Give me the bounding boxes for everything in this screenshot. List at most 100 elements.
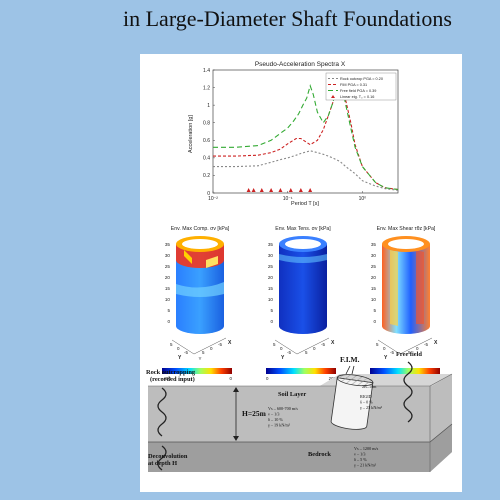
y-axis-tick: 5 bbox=[170, 342, 173, 347]
series-marker bbox=[259, 188, 264, 192]
series-marker bbox=[246, 188, 251, 192]
x-axis-tick: -5 bbox=[424, 342, 428, 347]
y-axis-tick: 5 bbox=[273, 342, 276, 347]
z-tick-label: 5 bbox=[373, 308, 376, 313]
colorbar-max-label: 0 bbox=[230, 376, 233, 381]
colormap-title-2: Env. Max Tens. σv [kPa] bbox=[275, 226, 331, 232]
soil-props: Vs – 600-700 m/s ν – 1/3 δ – 10 % γ – 19 kN… bbox=[268, 406, 298, 428]
chart-y-ticks: 0 0.2 0.4 0.6 0.8 1 1.2 1.4 bbox=[203, 68, 215, 197]
chart-y-label: Acceleration [g] bbox=[188, 115, 194, 153]
figure-svg: Pseudo-Acceleration Spectra X 0 0.2 0.4 0.6… bbox=[146, 61, 453, 472]
y-axis-tick: 0 bbox=[383, 346, 386, 351]
z-tick-label: 15 bbox=[165, 286, 171, 291]
colormap-title-1: Env. Max Comp. σv [kPa] bbox=[171, 226, 230, 232]
series-marker bbox=[269, 188, 274, 192]
x-axis-letter: X bbox=[228, 340, 232, 346]
y-axis-tick: -5 bbox=[390, 350, 394, 355]
chart-legend: Rock outcrop PGA = 0.20 FIM PGA = 0.31 Fre… bbox=[325, 72, 397, 101]
x-axis-tick: 0 bbox=[416, 346, 419, 351]
legend-label: FIM PGA = 0.31 bbox=[340, 83, 367, 87]
x-axis-letter: X bbox=[331, 340, 335, 346]
legend-swatch bbox=[331, 95, 335, 98]
z-tick-label: 10 bbox=[268, 297, 274, 302]
legend-box bbox=[325, 72, 397, 101]
z-tick-label: 0 bbox=[167, 319, 170, 324]
colorbar-min-label: -400 bbox=[162, 376, 171, 381]
x-axis-tick: 5 bbox=[202, 350, 205, 355]
y-axis-letter: Y bbox=[384, 355, 388, 361]
z-tick-label: 30 bbox=[165, 253, 171, 258]
rigid-props: RIGID δ – 0 % γ – 25 kN/m³ bbox=[360, 394, 383, 410]
x-tick-label: 10⁻² bbox=[208, 196, 218, 202]
y-axis-tick: -5 bbox=[184, 350, 188, 355]
z-tick-label: 35 bbox=[268, 242, 274, 247]
y-axis-letter: Y bbox=[281, 355, 285, 361]
z-tick-label: 20 bbox=[371, 275, 377, 280]
colorbar-min-label: 0 bbox=[266, 376, 269, 381]
z-tick-label: 35 bbox=[371, 242, 377, 247]
x-axis-tick: -5 bbox=[218, 342, 222, 347]
z-tick-label: 5 bbox=[270, 308, 273, 313]
legend-label: Rock outcrop PGA = 0.20 bbox=[340, 77, 383, 81]
series-marker bbox=[251, 188, 256, 192]
y-axis-tick: 5 bbox=[376, 342, 379, 347]
figure-card: Pseudo-Acceleration Spectra X 0 0.2 0.4 0.6… bbox=[140, 54, 462, 492]
z-tick-label: 5 bbox=[167, 308, 170, 313]
x-tick-label: 10⁰ bbox=[359, 196, 367, 202]
z-tick-label: 10 bbox=[371, 297, 377, 302]
z-tick-label: 0 bbox=[373, 319, 376, 324]
z-tick-label: 25 bbox=[268, 264, 274, 269]
bedrock-label: Bedrock bbox=[308, 451, 331, 458]
y-axis-letter: Y bbox=[178, 355, 182, 361]
site-diagram: Rock outcropping (recorded input) Free fi… bbox=[146, 351, 453, 472]
legend-label: Linear eig. T₀ = 0.16 bbox=[340, 95, 374, 99]
series-line-2 bbox=[213, 82, 399, 191]
series-marker bbox=[298, 188, 303, 192]
chart-title: Pseudo-Acceleration Spectra X bbox=[255, 61, 346, 68]
z-tick-label: 15 bbox=[371, 286, 377, 291]
colormap-label-1: Y bbox=[198, 356, 201, 361]
z-tick-label: 10 bbox=[165, 297, 171, 302]
colormap-title-3: Env. Max Shear τθz [kPa] bbox=[377, 226, 436, 232]
y-tick-label: 0.4 bbox=[203, 156, 210, 162]
y-tick-label: 0.6 bbox=[203, 138, 210, 144]
free-field-label: Free field bbox=[396, 351, 422, 358]
y-tick-label: 1.2 bbox=[203, 85, 210, 91]
colorbar-1 bbox=[162, 368, 232, 374]
y-tick-label: 1 bbox=[207, 103, 210, 109]
z-tick-label: 35 bbox=[165, 242, 171, 247]
series-marker bbox=[288, 188, 293, 192]
chart-x-label: Period T [s] bbox=[291, 201, 319, 207]
x-axis-tick: 0 bbox=[313, 346, 316, 351]
x-axis-tick: -5 bbox=[321, 342, 325, 347]
z-tick-label: 30 bbox=[371, 253, 377, 258]
bedrock-props: Vs – 1200 m/s ν – 1/3 δ – 5 % γ – 21 kN/m³ bbox=[354, 446, 379, 468]
y-axis-tick: -5 bbox=[287, 350, 291, 355]
axis-base bbox=[171, 337, 227, 355]
z-tick-label: 30 bbox=[268, 253, 274, 258]
deconvolution-label: Deconvolution at depth H bbox=[148, 453, 188, 467]
z-tick-label: 25 bbox=[371, 264, 377, 269]
rock-outcrop-label: Rock outcropping (recorded input) bbox=[146, 369, 196, 383]
page-title: in Large-Diameter Shaft Foundations bbox=[123, 6, 452, 31]
axis-base bbox=[377, 337, 433, 355]
x-tick-label: 10⁻¹ bbox=[283, 196, 293, 202]
z-tick-label: 25 bbox=[165, 264, 171, 269]
z-tick-label: 15 bbox=[268, 286, 274, 291]
z-tick-label: 20 bbox=[165, 275, 171, 280]
chart-series bbox=[213, 80, 399, 192]
series-line-0 bbox=[213, 150, 399, 191]
z-tick-label: 20 bbox=[268, 275, 274, 280]
axis-base bbox=[274, 337, 330, 355]
shaft-size: 2R–10m bbox=[362, 384, 377, 389]
soil-layer-label: Soil Layer bbox=[278, 391, 306, 398]
y-tick-label: 0 bbox=[207, 191, 210, 197]
series-marker bbox=[308, 188, 313, 192]
chart-x-ticks: 10⁻² 10⁻¹ 10⁰ bbox=[208, 191, 366, 202]
legend-label: Free field PGA = 0.39 bbox=[340, 89, 376, 93]
series-marker bbox=[278, 188, 283, 192]
colorbar-2 bbox=[266, 368, 336, 374]
fim-label: F.I.M. bbox=[340, 355, 360, 364]
y-tick-label: 1.4 bbox=[203, 68, 210, 74]
